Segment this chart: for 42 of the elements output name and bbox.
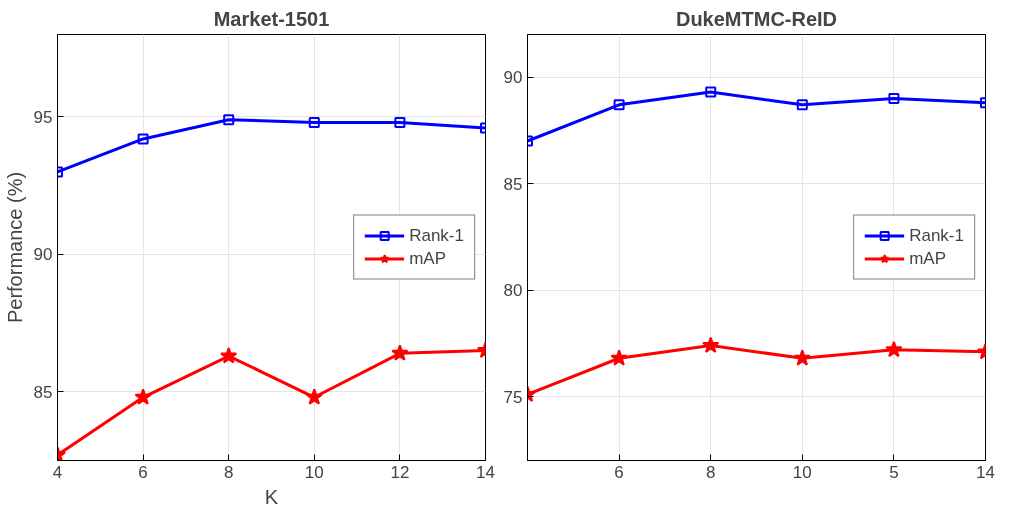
point xyxy=(394,116,406,128)
point xyxy=(702,336,720,353)
point xyxy=(305,388,323,405)
chart-title: Market-1501 xyxy=(213,7,330,30)
y-axis-title: Performance (%) xyxy=(3,171,26,324)
y-tick-label: 90 xyxy=(33,245,53,265)
y-tick-label: 90 xyxy=(503,68,523,88)
legend-label: Rank-1 xyxy=(909,225,964,246)
point xyxy=(793,349,811,366)
chart-title: DukeMTMC-ReID xyxy=(675,7,838,30)
point xyxy=(610,349,628,366)
point xyxy=(613,99,625,111)
point xyxy=(308,116,320,128)
y-tick-label: 80 xyxy=(503,281,523,301)
x-tick-label: 14 xyxy=(976,462,995,482)
legend-label: mAP xyxy=(909,248,947,269)
x-tick-label: 6 xyxy=(614,462,624,482)
x-tick-label: 8 xyxy=(705,462,716,482)
point xyxy=(885,340,903,358)
x-tick-label: 4 xyxy=(52,462,63,482)
x-tick-label: 10 xyxy=(304,462,324,482)
point xyxy=(888,92,900,104)
y-tick-label: 85 xyxy=(33,382,53,402)
point xyxy=(134,388,152,405)
x-tick-label: 5 xyxy=(889,462,899,482)
point xyxy=(391,344,409,361)
point xyxy=(705,86,717,98)
x-tick-label: 6 xyxy=(138,462,148,482)
x-tick-label: 14 xyxy=(476,462,495,482)
x-tick-label: 8 xyxy=(223,462,234,482)
x-tick-label: 10 xyxy=(792,462,812,482)
legend-label: Rank-1 xyxy=(409,225,464,246)
x-axis-title: K xyxy=(264,485,279,508)
y-tick-label: 85 xyxy=(503,174,523,194)
y-tick-label: 95 xyxy=(33,107,53,127)
legend-label: mAP xyxy=(409,248,447,269)
point xyxy=(220,347,238,364)
point xyxy=(137,133,149,145)
x-tick-label: 12 xyxy=(390,462,410,482)
point xyxy=(796,99,808,111)
point xyxy=(223,114,235,126)
y-tick-label: 75 xyxy=(503,387,523,407)
